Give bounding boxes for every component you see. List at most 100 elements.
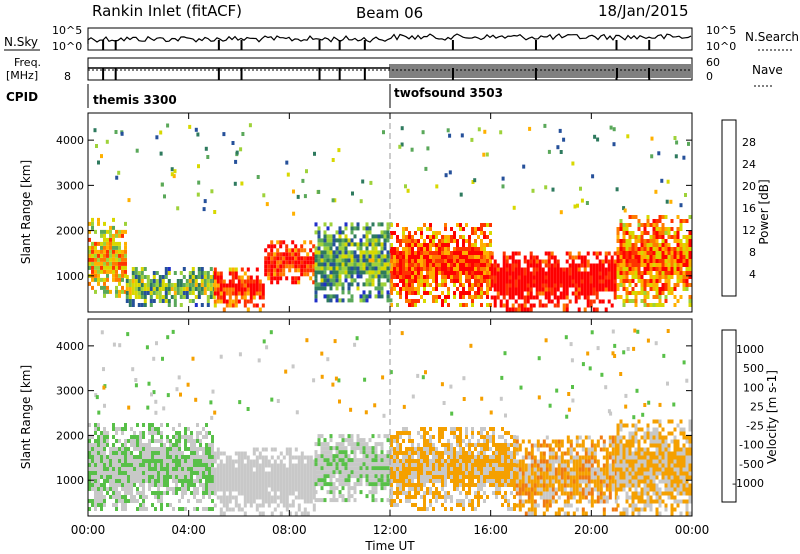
heatmap-cell [560, 443, 564, 448]
heatmap-cell [390, 491, 393, 495]
heatmap-cell [563, 471, 567, 476]
heatmap-cell [685, 275, 689, 279]
heatmap-cell [483, 243, 486, 247]
heatmap-cell [88, 475, 91, 479]
heatmap-cell [557, 439, 561, 444]
heatmap-cell [393, 467, 396, 471]
heatmap-cell [100, 249, 103, 254]
heatmap-cell [228, 271, 232, 276]
heatmap-cell [489, 475, 492, 479]
heatmap-cell [505, 283, 509, 288]
heatmap-cell [356, 470, 360, 475]
heatmap-cell [574, 299, 578, 304]
heatmap-cell [240, 455, 244, 460]
heatmap-cell [514, 275, 518, 280]
heatmap-cell [554, 459, 558, 464]
heatmap-cell [175, 487, 178, 491]
heatmap-cell [505, 255, 509, 260]
heatmap-cell [396, 435, 399, 439]
heatmap-cell [616, 287, 620, 291]
heatmap-cell [276, 483, 280, 488]
heatmap-cell [166, 483, 169, 487]
heatmap-cell [408, 275, 411, 279]
heatmap-cell [468, 271, 471, 275]
heatmap-cell [371, 482, 375, 487]
heatmap-cell [568, 279, 572, 284]
heatmap-cell [569, 467, 573, 472]
heatmap-cell [432, 231, 435, 235]
heatmap-cell [578, 455, 582, 460]
heatmap-cell [127, 471, 130, 475]
heatmap-cell [438, 459, 441, 463]
heatmap-cell [530, 463, 534, 468]
heatmap-cell [121, 277, 124, 282]
heatmap-cell [368, 290, 372, 295]
heatmap-cell [515, 491, 519, 496]
heatmap-cell [273, 479, 277, 484]
heatmap-cell [435, 263, 438, 267]
heatmap-cell [676, 263, 680, 267]
heatmap-cell [146, 283, 150, 287]
heatmap-cell [541, 287, 545, 292]
heatmap-cell [637, 239, 641, 243]
heatmap-cell [610, 275, 614, 280]
heatmap-cell [527, 491, 531, 496]
heatmap-cell [282, 272, 286, 277]
heatmap-cell [100, 495, 103, 499]
heatmap-cell [161, 275, 165, 279]
heatmap-cell [527, 479, 531, 484]
heatmap-cell [589, 263, 593, 268]
heatmap-cell [571, 267, 575, 272]
heatmap-cell [423, 283, 426, 287]
heatmap-cell [309, 471, 313, 476]
heatmap-cell [586, 259, 590, 264]
heatmap-cell [246, 455, 250, 460]
heatmap-cell [231, 141, 235, 145]
heatmap-cell [303, 194, 307, 199]
heatmap-cell [199, 455, 202, 459]
heatmap-cell [303, 260, 307, 265]
heatmap-cell [291, 463, 295, 468]
heatmap-cell [320, 434, 324, 439]
heatmap-cell [489, 483, 492, 487]
heatmap-cell [285, 495, 289, 500]
heatmap-cell [380, 466, 384, 471]
heatmap-cell [548, 495, 552, 500]
heatmap-cell [496, 279, 500, 284]
heatmap-cell [303, 240, 307, 245]
heatmap-cell [237, 291, 241, 296]
heatmap-cell [619, 255, 623, 259]
heatmap-cell [347, 478, 351, 483]
heatmap-cell [329, 222, 333, 227]
heatmap-cell [234, 159, 238, 164]
heatmap-cell [279, 260, 283, 265]
heatmap-cell [323, 230, 327, 235]
heatmap-cell [474, 295, 477, 299]
heatmap-cell [670, 227, 674, 231]
heatmap-cell [190, 443, 193, 447]
heatmap-cell [526, 271, 530, 276]
heatmap-cell [332, 254, 336, 259]
heatmap-cell [317, 454, 321, 459]
heatmap-cell [134, 271, 138, 275]
heatmap-cell [682, 155, 686, 160]
heatmap-cell [88, 479, 91, 483]
heatmap-cell [273, 268, 277, 273]
heatmap-cell [573, 204, 577, 209]
heatmap-cell [414, 467, 417, 471]
heatmap-cell [420, 251, 423, 255]
heatmap-cell [246, 483, 250, 488]
heatmap-cell [541, 271, 545, 276]
heatmap-cell [368, 270, 372, 275]
heatmap-cell [462, 287, 465, 291]
nsky-trace [87, 33, 692, 50]
heatmap-cell [225, 503, 229, 508]
heatmap-cell [243, 483, 247, 488]
heatmap-cell [338, 230, 342, 235]
heatmap-cell [664, 247, 668, 251]
heatmap-cell [317, 458, 321, 463]
heatmap-cell [309, 495, 313, 500]
heatmap-cell [389, 298, 393, 303]
heatmap-cell [584, 495, 588, 500]
heatmap-cell [688, 215, 692, 219]
